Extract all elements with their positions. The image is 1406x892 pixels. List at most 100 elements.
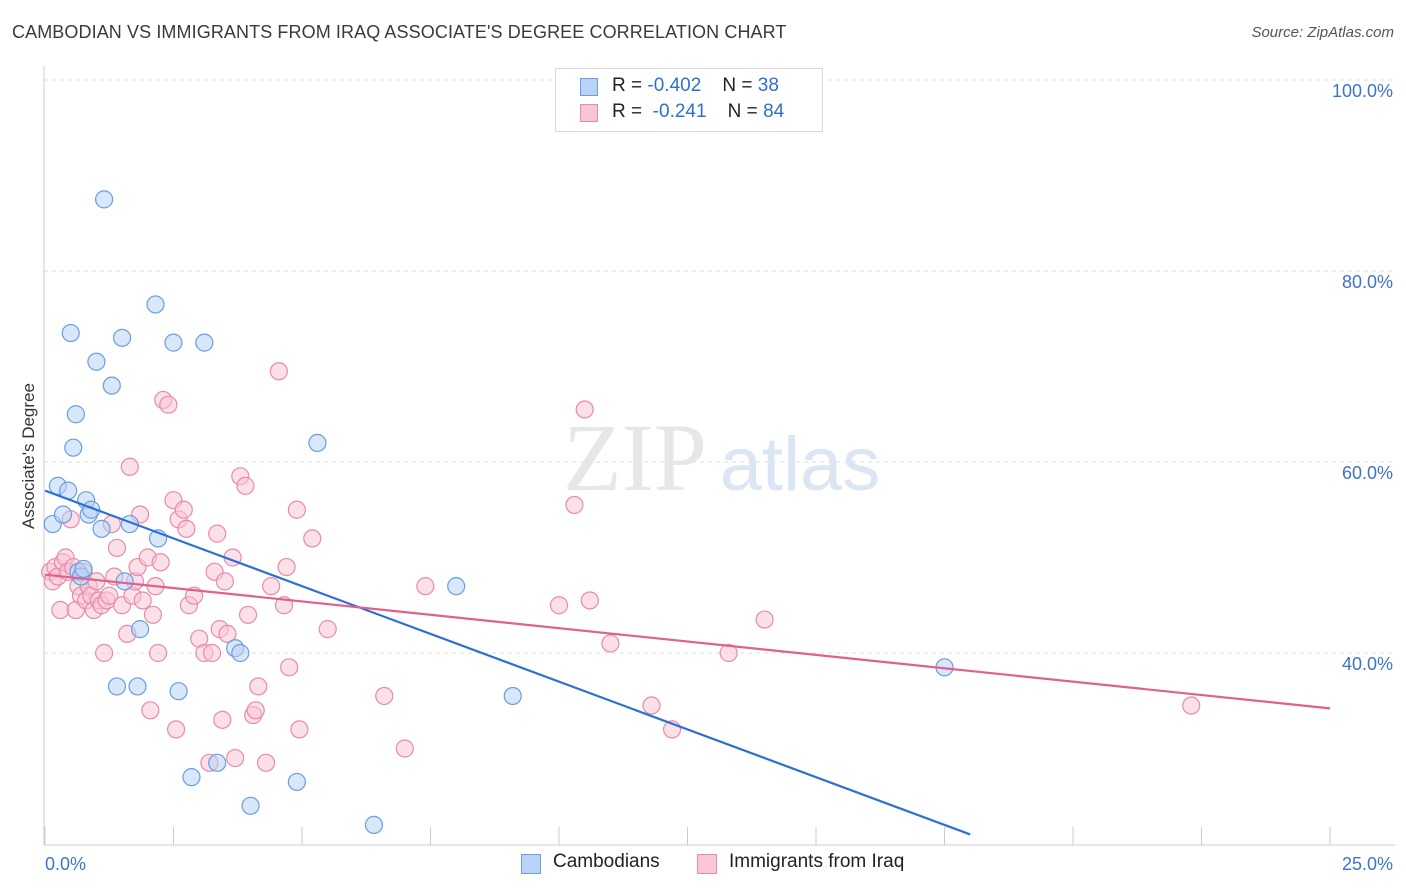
iraq-point (580, 591, 599, 610)
legend-label: Cambodians (553, 851, 660, 872)
cambodian-point (53, 505, 73, 524)
iraq-point (226, 748, 245, 768)
cambodian-point (308, 433, 327, 452)
iraq-point (755, 610, 774, 629)
cambodian-point (182, 768, 201, 787)
iraq-point (166, 720, 186, 739)
iraq-point (249, 677, 268, 696)
iraq-point (159, 395, 178, 414)
iraq-point (51, 600, 70, 620)
cambodian-trendline (44, 489, 971, 836)
watermark-atlas: atlas (720, 422, 881, 507)
cambodian-point (241, 796, 260, 815)
iraq-point (100, 586, 119, 605)
n-value: 84 (763, 101, 785, 122)
axis-layer (43, 66, 1395, 846)
legend-label: Immigrants from Iraq (729, 851, 905, 872)
iraq-point (290, 720, 309, 739)
iraq-point (95, 643, 114, 663)
iraq-point (151, 553, 170, 572)
cambodian-point (64, 438, 83, 457)
cambodian-point (364, 815, 384, 835)
legend-row-text: R = -0.402 N = 38 (612, 75, 779, 97)
iraq-point (202, 643, 222, 663)
correlation-legend: R = -0.402 N = 38 R = -0.241 N = 84 (555, 68, 823, 132)
x-tick-label: 0.0% (45, 854, 86, 874)
watermark-zip: ZIP (563, 404, 707, 511)
iraq-point (213, 710, 232, 729)
cambodian-point (231, 643, 250, 663)
cambodian-point (169, 682, 188, 701)
cambodian-point (287, 772, 306, 792)
trend-layer (44, 489, 1331, 836)
iraq-point (256, 753, 276, 772)
iraq-point (318, 620, 337, 639)
y-tick-label: 100.0% (1332, 81, 1393, 101)
r-label: R = (612, 75, 643, 96)
y-tick-label: 40.0% (1342, 654, 1393, 674)
legend-swatch-pink (580, 104, 598, 122)
cambodian-point (92, 519, 111, 538)
iraq-point (565, 495, 584, 515)
y-tick-label: 60.0% (1342, 463, 1393, 483)
points-layer (41, 190, 1201, 835)
iraq-point (238, 605, 258, 624)
iraq-point (280, 658, 299, 677)
r-label: R = (612, 101, 643, 122)
iraq-point (416, 577, 435, 596)
legend-row-text: R = -0.241 N = 84 (612, 101, 784, 123)
iraq-point (375, 686, 394, 706)
cambodian-point (87, 352, 106, 371)
iraq-point (143, 605, 163, 624)
grid-layer (44, 79, 1395, 654)
series-legend: Cambodians Immigrants from Iraq (0, 851, 1406, 877)
iraq-trendline (44, 573, 1331, 710)
cambodian-point (112, 328, 132, 347)
y-tick-label: 80.0% (1342, 272, 1393, 292)
iraq-point (177, 519, 196, 538)
cambodian-point (107, 677, 127, 696)
iraq-point (269, 362, 288, 381)
cambodian-point (503, 686, 522, 706)
iraq-point (120, 457, 139, 476)
cambodian-point (208, 753, 227, 772)
cambodian-point (66, 405, 85, 424)
x-tick-label: 25.0% (1342, 854, 1393, 874)
legend-swatch-blue (521, 854, 541, 874)
iraq-point (719, 643, 738, 663)
iraq-point (148, 643, 168, 663)
cambodian-point (195, 333, 214, 352)
iraq-point (236, 476, 255, 495)
n-value: 38 (757, 75, 779, 96)
iraq-point (246, 701, 265, 720)
iraq-point (133, 591, 152, 610)
chart-title: CAMBODIAN VS IMMIGRANTS FROM IRAQ ASSOCI… (12, 22, 787, 42)
n-label: N = (722, 75, 753, 96)
iraq-point (575, 400, 594, 419)
iraq-point (287, 500, 306, 519)
source-label: Source: ZipAtlas.com (1251, 24, 1394, 41)
cambodian-point (164, 333, 183, 352)
iraq-point (395, 739, 414, 758)
legend-swatch-blue (580, 78, 598, 96)
n-label: N = (727, 101, 758, 122)
r-value: -0.402 (647, 75, 702, 96)
iraq-point (601, 634, 620, 653)
cambodian-point (102, 376, 121, 395)
r-value: -0.241 (652, 101, 707, 122)
cambodian-point (74, 559, 93, 579)
iraq-point (215, 572, 234, 591)
iraq-point (262, 577, 281, 596)
iraq-point (642, 696, 661, 715)
cambodian-point (61, 323, 80, 343)
cambodian-point (447, 577, 466, 596)
watermark: ZIP atlas (563, 404, 880, 511)
cambodian-point (95, 190, 114, 209)
iraq-point (303, 529, 322, 548)
label-layer: Associate's Degree 40.0% 60.0% 80.0% 100.0%… (19, 81, 1393, 874)
iraq-point (277, 557, 296, 577)
cambodian-point (130, 620, 150, 639)
iraq-point (174, 500, 193, 519)
iraq-point (549, 596, 569, 615)
